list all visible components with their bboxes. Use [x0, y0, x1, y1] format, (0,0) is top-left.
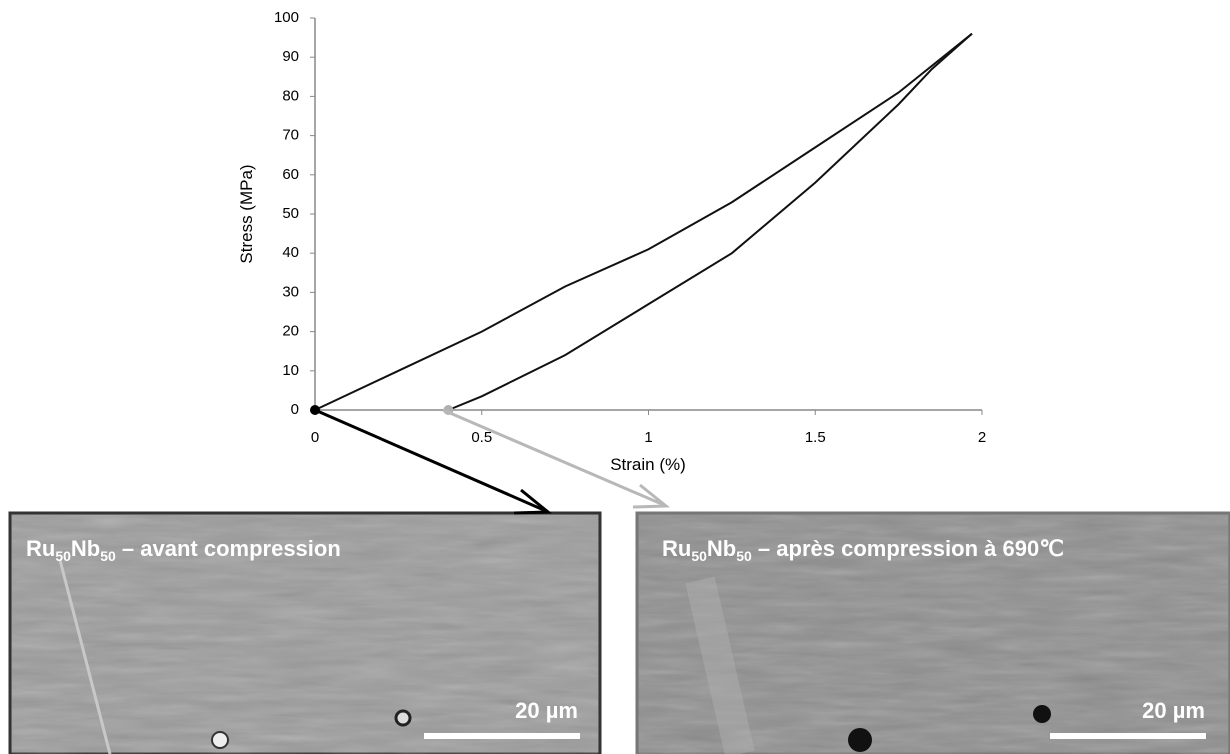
- scale-label: 20 µm: [1142, 698, 1205, 723]
- scale-label: 20 µm: [515, 698, 578, 723]
- scale-bar: [424, 733, 580, 739]
- y-tick-label: 90: [282, 48, 299, 65]
- y-tick-label: 10: [282, 362, 299, 379]
- y-tick-label: 0: [291, 401, 299, 418]
- line-series: [448, 32, 973, 411]
- x-axis-title: Strain (%): [610, 455, 686, 474]
- arrows: [314, 408, 671, 515]
- y-tick-label: 70: [282, 127, 299, 144]
- x-tick-label: 2: [978, 429, 986, 446]
- micrograph-left: Ru50Nb50 – avant compression 20 µm: [8, 511, 602, 754]
- y-tick-label: 80: [282, 87, 299, 104]
- y-tick-label: 20: [282, 323, 299, 340]
- y-tick-label: 40: [282, 244, 299, 261]
- y-tick-label: 50: [282, 205, 299, 222]
- scale-bar: [1050, 733, 1206, 739]
- y-tick-label: 30: [282, 283, 299, 300]
- panel-title: Ru50Nb50 – avant compression: [26, 536, 341, 564]
- panel-title: Ru50Nb50 – après compression à 690℃: [662, 536, 1064, 564]
- x-tick-label: 1: [644, 429, 652, 446]
- x-tick-label: 0.5: [471, 429, 492, 446]
- line-series: [314, 32, 973, 411]
- y-tick-label: 100: [274, 9, 299, 26]
- y-axis-title: Stress (MPa): [237, 164, 256, 263]
- x-tick-label: 0: [311, 429, 319, 446]
- micrograph-right: Ru50Nb50 – après compression à 690℃ 20 µ…: [635, 511, 1230, 754]
- y-tick-label: 60: [282, 166, 299, 183]
- x-tick-label: 1.5: [805, 429, 826, 446]
